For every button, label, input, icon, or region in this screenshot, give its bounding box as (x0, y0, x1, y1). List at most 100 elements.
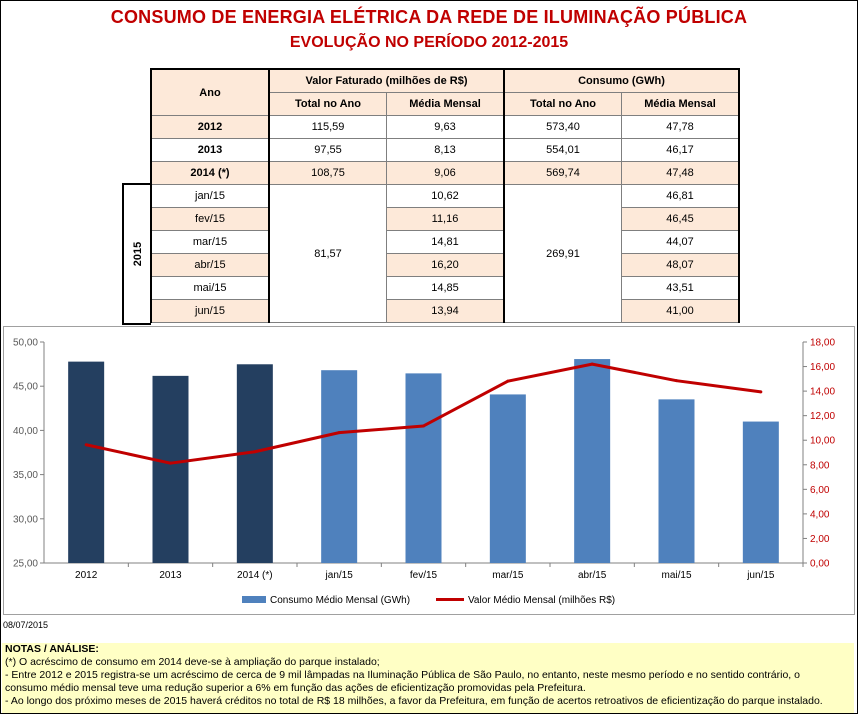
side-label-text: 2015 (131, 241, 144, 267)
x-tick-label: 2013 (159, 570, 182, 581)
page-title: CONSUMO DE ENERGIA ELÉTRICA DA REDE DE I… (110, 7, 748, 27)
data-table: Ano Valor Faturado (milhões de R$) Consu… (150, 68, 740, 323)
x-tick-label: 2014 (*) (237, 570, 273, 581)
year-label: 2013 (150, 138, 270, 162)
legend-label-consumo: Consumo Médio Mensal (GWh) (270, 595, 410, 606)
line-point (506, 379, 510, 383)
year-2015-side-label: 2015 (122, 183, 151, 325)
combo-chart: 25,00 30,00 35,00 40,00 45,00 50,00 0,00 2,00 4,… (13, 338, 835, 607)
legend-label-valor: Valor Médio Mensal (milhões R$) (468, 595, 615, 606)
consumo-media-cell: 46,81 (621, 184, 740, 208)
notes-panel: NOTAS / ANÁLISE: (*) O acréscimo de cons… (2, 643, 854, 713)
notes-line: consumo médio mensal teve uma redução su… (5, 682, 586, 694)
bar (152, 375, 189, 563)
right-tick-label: 14,00 (810, 387, 835, 398)
left-tick-label: 35,00 (13, 470, 38, 481)
valor-group-header: Valor Faturado (milhões de R$) (268, 68, 505, 93)
month-label: jun/15 (150, 299, 270, 323)
line-point (253, 450, 257, 454)
right-tick-label: 4,00 (810, 509, 830, 520)
consumo-total-cell: 573,40 (503, 115, 622, 139)
right-tick-label: 6,00 (810, 485, 830, 496)
line-point (422, 424, 425, 428)
line-point (337, 431, 341, 435)
valor-total-cell: 97,55 (268, 138, 387, 162)
valor-total-cell: 115,59 (268, 115, 387, 139)
months-consumo-total: 269,91 (503, 184, 622, 323)
left-tick-label: 45,00 (13, 382, 38, 393)
right-tick-label: 8,00 (810, 460, 830, 471)
line-point (675, 379, 678, 383)
table-row: mar/15 14,81 44,07 (150, 230, 740, 254)
line-point (84, 443, 88, 447)
consumo-media-header: Média Mensal (621, 92, 740, 116)
consumo-media-cell: 43,51 (621, 276, 740, 300)
valor-media-cell: 14,81 (386, 230, 505, 254)
valor-media-cell: 14,85 (386, 276, 505, 300)
valor-media-cell: 13,94 (386, 299, 505, 323)
consumo-media-cell: 41,00 (621, 299, 740, 323)
x-tick-label: 2012 (75, 570, 98, 581)
x-tick-label: jun/15 (746, 570, 775, 581)
bar (68, 361, 105, 563)
consumo-total-cell: 554,01 (503, 138, 622, 162)
left-tick-label: 40,00 (13, 426, 38, 437)
table-row: fev/15 11,16 46,45 (150, 207, 740, 231)
page-subtitle: EVOLUÇÃO NO PERÍODO 2012-2015 (289, 34, 569, 51)
x-tick-label: abr/15 (578, 570, 607, 581)
consumo-media-cell: 44,07 (621, 230, 740, 254)
right-tick-label: 0,00 (810, 559, 830, 570)
bar (742, 421, 779, 563)
bar (489, 394, 526, 563)
left-tick-label: 25,00 (13, 559, 38, 570)
col-ano-header: Ano (150, 68, 270, 116)
month-label: abr/15 (150, 253, 270, 277)
month-label: fev/15 (150, 207, 270, 231)
x-tick-label: mar/15 (492, 570, 524, 581)
date-stamp: 08/07/2015 (3, 620, 49, 630)
bar (321, 370, 358, 563)
consumo-media-cell: 46,17 (621, 138, 740, 162)
month-label: mar/15 (150, 230, 270, 254)
left-tick-label: 30,00 (13, 514, 38, 525)
table-row: 2012 115,59 9,63 573,40 47,78 (150, 115, 740, 139)
line-point (590, 362, 594, 366)
bar (236, 364, 273, 563)
valor-media-cell: 16,20 (386, 253, 505, 277)
consumo-total-header: Total no Ano (503, 92, 622, 116)
chart-container: 25,00 30,00 35,00 40,00 45,00 50,00 0,00 2,00 4,… (3, 326, 855, 615)
notes-line: - Entre 2012 e 2015 registra-se um acrés… (5, 669, 800, 681)
year-label: 2014 (*) (150, 161, 270, 185)
valor-total-cell: 108,75 (268, 161, 387, 185)
valor-media-cell: 8,13 (386, 138, 505, 162)
legend-swatch-consumo (242, 596, 266, 603)
table-row: abr/15 16,20 48,07 (150, 253, 740, 277)
line-point (169, 461, 172, 465)
month-label: jan/15 (150, 184, 270, 208)
consumo-media-cell: 46,45 (621, 207, 740, 231)
right-tick-label: 10,00 (810, 436, 835, 447)
consumo-media-cell: 47,48 (621, 161, 740, 185)
valor-media-header: Média Mensal (386, 92, 505, 116)
valor-total-header: Total no Ano (268, 92, 387, 116)
table-row: 2013 97,55 8,13 554,01 46,17 (150, 138, 740, 162)
notes-line: - Ao longo dos próximo meses de 2015 hav… (5, 695, 823, 707)
consumo-group-header: Consumo (GWh) (503, 68, 740, 93)
bar (658, 399, 695, 563)
consumo-media-cell: 47,78 (621, 115, 740, 139)
table-row: mai/15 14,85 43,51 (150, 276, 740, 300)
table-row: jan/15 81,57 10,62 269,91 46,81 (150, 184, 740, 323)
x-tick-label: jan/15 (325, 570, 354, 581)
line-point (759, 390, 763, 394)
x-tick-label: mai/15 (661, 570, 691, 581)
right-tick-label: 18,00 (810, 338, 835, 349)
year-label: 2012 (150, 115, 270, 139)
notes-line: (*) O acréscimo de consumo em 2014 deve-… (5, 656, 380, 668)
right-tick-label: 2,00 (810, 534, 830, 545)
valor-media-cell: 9,63 (386, 115, 505, 139)
months-valor-total: 81,57 (268, 184, 387, 323)
valor-media-cell: 11,16 (386, 207, 505, 231)
month-label: mai/15 (150, 276, 270, 300)
x-tick-label: fev/15 (410, 570, 438, 581)
right-tick-label: 12,00 (810, 411, 835, 422)
